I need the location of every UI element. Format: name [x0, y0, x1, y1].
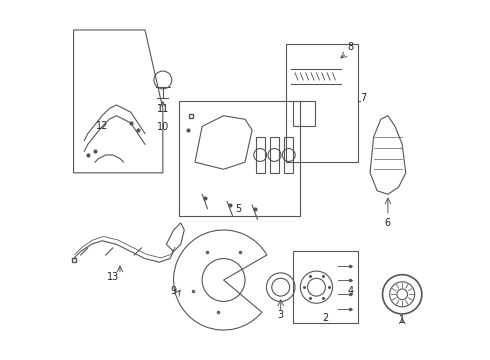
- Text: 7: 7: [360, 93, 366, 103]
- Text: 6: 6: [385, 219, 391, 229]
- Text: 13: 13: [107, 272, 119, 282]
- Text: 2: 2: [322, 313, 328, 323]
- Text: 12: 12: [96, 121, 108, 131]
- Text: 11: 11: [157, 104, 169, 114]
- Text: 5: 5: [235, 204, 241, 214]
- Text: 8: 8: [347, 42, 353, 51]
- Text: 9: 9: [171, 286, 176, 296]
- Text: 1: 1: [399, 315, 405, 325]
- Text: 10: 10: [157, 122, 169, 132]
- Text: 4: 4: [347, 286, 353, 296]
- Text: 3: 3: [278, 310, 284, 320]
